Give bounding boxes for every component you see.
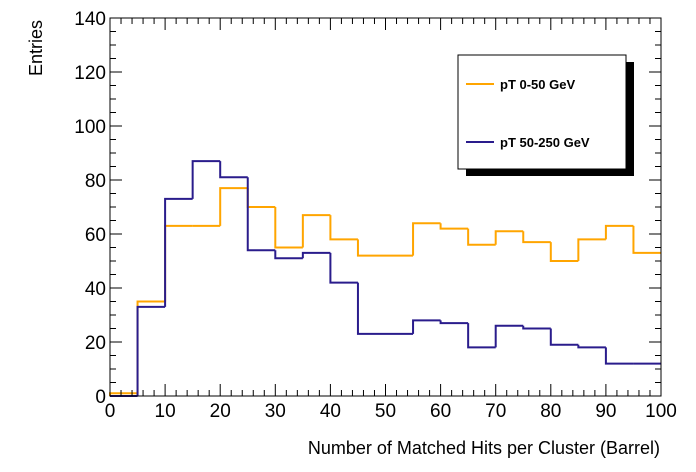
y-tick-label: 120 bbox=[74, 63, 106, 84]
bin-step-1-2 bbox=[164, 197, 193, 307]
x-tick-label: 30 bbox=[265, 401, 286, 422]
bin-step-0-19 bbox=[632, 225, 661, 254]
bin-step-1-3 bbox=[191, 160, 221, 199]
bin-step-0-6 bbox=[274, 207, 303, 249]
bin-step-0-17 bbox=[577, 238, 606, 261]
x-tick-label: 40 bbox=[320, 401, 341, 422]
y-tick-label: 140 bbox=[74, 9, 106, 30]
bin-step-1-1 bbox=[136, 305, 166, 396]
x-tick-label: 0 bbox=[105, 401, 116, 422]
bin-step-0-15 bbox=[522, 231, 551, 244]
x-tick-label: 90 bbox=[595, 401, 616, 422]
bin-step-0-18 bbox=[604, 224, 634, 240]
bin-step-1-16 bbox=[549, 328, 579, 346]
bin-step-1-18 bbox=[604, 347, 634, 365]
x-tick-label: 80 bbox=[540, 401, 561, 422]
bin-step-1-4 bbox=[219, 161, 248, 179]
bin-step-0-5 bbox=[246, 188, 276, 208]
legend: pT 0-50 GeV pT 50-250 GeV bbox=[457, 54, 634, 176]
bin-step-1-13 bbox=[467, 323, 496, 349]
bin-step-1-6 bbox=[274, 250, 303, 260]
series-0 bbox=[109, 187, 661, 396]
y-tick-label: 60 bbox=[85, 225, 106, 246]
bin-step-1-15 bbox=[522, 325, 551, 330]
x-tick-label: 50 bbox=[375, 401, 396, 422]
legend-box bbox=[457, 54, 627, 170]
bin-step-1-14 bbox=[494, 324, 524, 348]
bin-step-0-14 bbox=[494, 230, 524, 245]
bin-step-1-9 bbox=[356, 282, 386, 335]
x-tick-label: 70 bbox=[485, 401, 506, 422]
x-tick-labels: 0 10 20 30 40 50 60 70 80 90 100 bbox=[105, 401, 677, 422]
bin-step-0-11 bbox=[412, 222, 441, 256]
bin-step-0-12 bbox=[439, 223, 469, 230]
x-tick-label: 100 bbox=[645, 401, 677, 422]
bin-step-0-2 bbox=[164, 224, 193, 302]
y-tick-label: 80 bbox=[85, 171, 106, 192]
bin-step-1-8 bbox=[329, 252, 358, 284]
bin-step-0-7 bbox=[301, 214, 331, 248]
x-axis-label: Number of Matched Hits per Cluster (Barr… bbox=[308, 438, 660, 458]
bin-step-1-7 bbox=[301, 251, 331, 259]
bin-step-0-4 bbox=[219, 187, 248, 226]
bin-step-0-1 bbox=[136, 300, 166, 394]
bin-step-0-16 bbox=[549, 242, 579, 262]
x-tick-label: 60 bbox=[430, 401, 451, 422]
histogram-lines bbox=[109, 160, 661, 397]
bin-step-0-9 bbox=[356, 239, 386, 257]
y-tick-labels: 0 20 40 60 80 100 120 140 bbox=[74, 9, 106, 408]
y-tick-label: 0 bbox=[95, 387, 106, 408]
bin-step-1-5 bbox=[246, 177, 276, 252]
bin-step-1-17 bbox=[577, 344, 606, 349]
y-tick-label: 100 bbox=[74, 117, 106, 138]
bin-step-0-8 bbox=[329, 215, 358, 241]
x-tick-label: 20 bbox=[210, 401, 231, 422]
y-tick-label: 20 bbox=[85, 333, 106, 354]
y-axis-label: Entries bbox=[26, 20, 46, 76]
axis-ticks bbox=[109, 17, 662, 397]
x-tick-label: 10 bbox=[155, 401, 176, 422]
y-tick-label: 40 bbox=[85, 279, 106, 300]
legend-label-pt-50-250: pT 50-250 GeV bbox=[500, 135, 590, 150]
bin-step-1-11 bbox=[412, 319, 441, 334]
bin-step-0-13 bbox=[467, 228, 496, 246]
legend-label-pt-0-50: pT 0-50 GeV bbox=[500, 77, 575, 92]
bin-step-1-12 bbox=[439, 320, 469, 325]
series-1 bbox=[110, 160, 661, 397]
